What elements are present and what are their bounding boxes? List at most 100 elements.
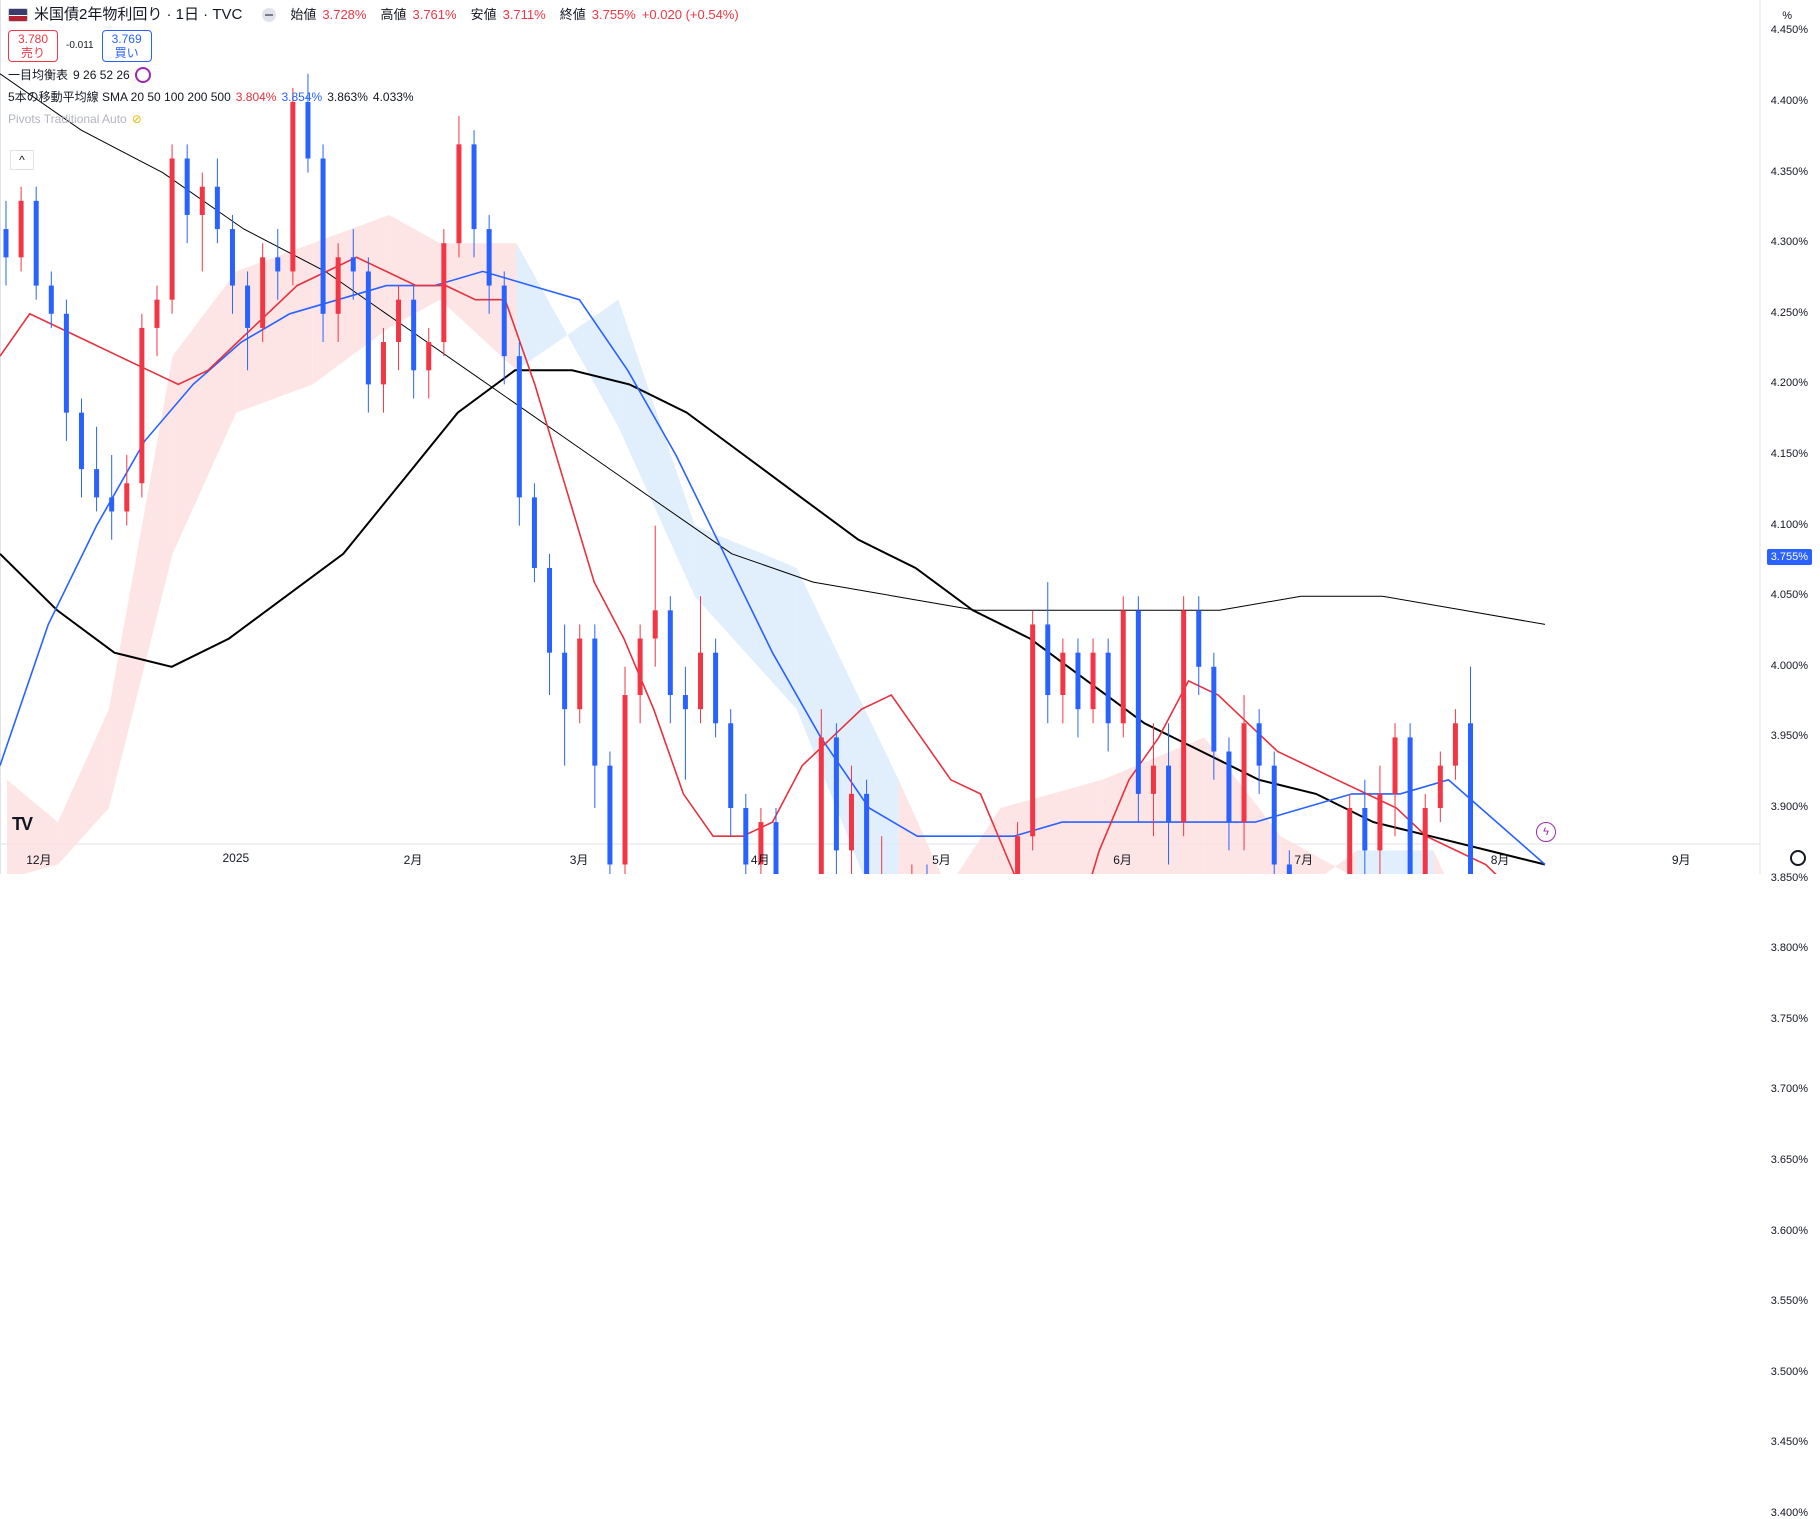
- candle-body: [577, 638, 583, 710]
- candle-body: [1135, 610, 1141, 794]
- candle-body: [441, 243, 447, 343]
- x-tick-label: 9月: [1671, 853, 1691, 867]
- y-tick-label: 3.650%: [1770, 1154, 1808, 1166]
- candle-body: [260, 257, 266, 328]
- ichimoku-label: 一目均衡表: [8, 68, 69, 82]
- y-tick-label: 4.400%: [1770, 95, 1808, 107]
- y-tick-label: 3.700%: [1770, 1083, 1808, 1096]
- candle-body: [335, 257, 341, 314]
- candle-body: [426, 342, 432, 371]
- candle-body: [78, 412, 84, 470]
- candle-body: [1211, 666, 1217, 752]
- bolt-icon[interactable]: ϟ: [1536, 822, 1556, 842]
- price-chart[interactable]: [0, 0, 1820, 874]
- candle-body: [365, 271, 371, 385]
- y-tick-label: 4.350%: [1770, 165, 1808, 178]
- sell-button[interactable]: 3.780 売り: [8, 30, 58, 62]
- sell-label: 売り: [20, 46, 45, 60]
- candle-body: [1286, 864, 1292, 874]
- ichimoku-cloud-segment: [312, 214, 390, 385]
- x-tick-label: 2025: [222, 851, 250, 865]
- symbol-title[interactable]: 米国債2年物利回り · 1日 · TVC: [34, 6, 243, 23]
- candle-body: [592, 638, 598, 766]
- pivots-legend[interactable]: Pivots Traditional Auto ⊘: [8, 110, 739, 128]
- candle-body: [531, 497, 537, 568]
- ma-value-100: 3.863%: [327, 90, 368, 104]
- y-tick-label: 4.150%: [1770, 448, 1808, 460]
- y-tick-label: 3.500%: [1770, 1365, 1808, 1378]
- candle-body: [245, 285, 251, 328]
- ichimoku-params: 9 26 52 26: [73, 68, 130, 82]
- close-value: 3.755%: [591, 7, 636, 22]
- candle-body: [547, 567, 553, 653]
- y-tick-label: 4.100%: [1770, 518, 1808, 531]
- candle-body: [698, 652, 704, 710]
- candle-body: [1347, 808, 1353, 874]
- candle-body: [713, 652, 719, 724]
- candle-body: [3, 229, 9, 258]
- candle-body: [773, 822, 779, 874]
- sma50-line: [0, 270, 1546, 866]
- axis-unit[interactable]: %: [1782, 10, 1792, 22]
- candle-body: [516, 356, 522, 498]
- ma-value-20: 3.804%: [235, 90, 277, 104]
- collapse-indicators-button[interactable]: ^: [10, 150, 34, 170]
- x-tick-label: 5月: [932, 853, 951, 867]
- candle-body: [1075, 652, 1081, 710]
- sell-price: 3.780: [17, 32, 49, 46]
- buy-button[interactable]: 3.769 買い: [101, 30, 152, 62]
- candle-body: [728, 723, 734, 808]
- candle-body: [109, 497, 115, 512]
- y-tick-label: 4.250%: [1770, 306, 1808, 319]
- ichimoku-cloud-segment: [1433, 850, 1445, 874]
- high-value: 3.761%: [412, 7, 457, 22]
- candle-body: [833, 737, 839, 851]
- tradingview-logo[interactable]: TV: [12, 814, 33, 834]
- candle-body: [1015, 836, 1021, 874]
- y-tick-label: 3.450%: [1770, 1436, 1808, 1449]
- candle-body: [1241, 723, 1247, 823]
- candle-body: [1045, 624, 1051, 696]
- candle-body: [1120, 610, 1126, 724]
- chart-legend: 米国債2年物利回り · 1日 · TVC 始値 3.728% 高値 3.761% 安…: [8, 6, 739, 128]
- candle-body: [1256, 723, 1262, 766]
- settings-gear-icon[interactable]: [1790, 850, 1806, 866]
- candle-body: [1105, 652, 1111, 724]
- candle-body: [229, 229, 235, 286]
- candle-body: [1166, 765, 1172, 823]
- candle-body: [486, 229, 492, 286]
- ichimoku-cloud-segment: [898, 779, 1001, 874]
- ichimoku-cloud-segment: [236, 243, 313, 413]
- eye-hidden-icon[interactable]: ⊘: [131, 112, 142, 126]
- y-tick-label: 3.800%: [1770, 942, 1808, 955]
- y-tick-label: 3.550%: [1770, 1295, 1808, 1308]
- candle-body: [18, 200, 24, 258]
- candle-body: [743, 808, 749, 865]
- ichimoku-legend[interactable]: 一目均衡表 9 26 52 26: [8, 66, 739, 84]
- collapse-legend-icon[interactable]: [262, 8, 277, 22]
- candle-body: [652, 610, 658, 639]
- ma-label: 5本の移動平均線 SMA 20 50 100 200 500: [8, 90, 231, 104]
- refresh-icon[interactable]: [134, 67, 151, 83]
- candle-body: [214, 186, 220, 230]
- low-label: 安値: [470, 7, 497, 22]
- ma-value-200: 4.033%: [372, 90, 414, 104]
- candle-body: [290, 102, 296, 272]
- buy-label: 買い: [114, 46, 139, 60]
- low-value: 3.711%: [502, 7, 546, 22]
- ichimoku-cloud-segment: [1357, 850, 1434, 874]
- ma-value-50: 3.854%: [281, 90, 323, 104]
- candle-body: [199, 186, 205, 215]
- pivots-label: Pivots Traditional Auto: [8, 112, 127, 126]
- y-tick-label: 4.300%: [1770, 236, 1808, 249]
- ichimoku-cloud-segment: [1000, 779, 1103, 874]
- candle-body: [1422, 808, 1428, 874]
- candle-body: [1181, 610, 1187, 823]
- ma-legend[interactable]: 5本の移動平均線 SMA 20 50 100 200 500 3.804% 3.…: [8, 88, 739, 106]
- y-tick-label: 3.400%: [1770, 1507, 1808, 1519]
- x-tick-label: 6月: [1113, 853, 1132, 867]
- candle-body: [411, 299, 417, 371]
- spread-value: -0.011: [66, 40, 94, 51]
- candle-body: [350, 257, 356, 272]
- ichimoku-cloud-segment: [1280, 836, 1358, 874]
